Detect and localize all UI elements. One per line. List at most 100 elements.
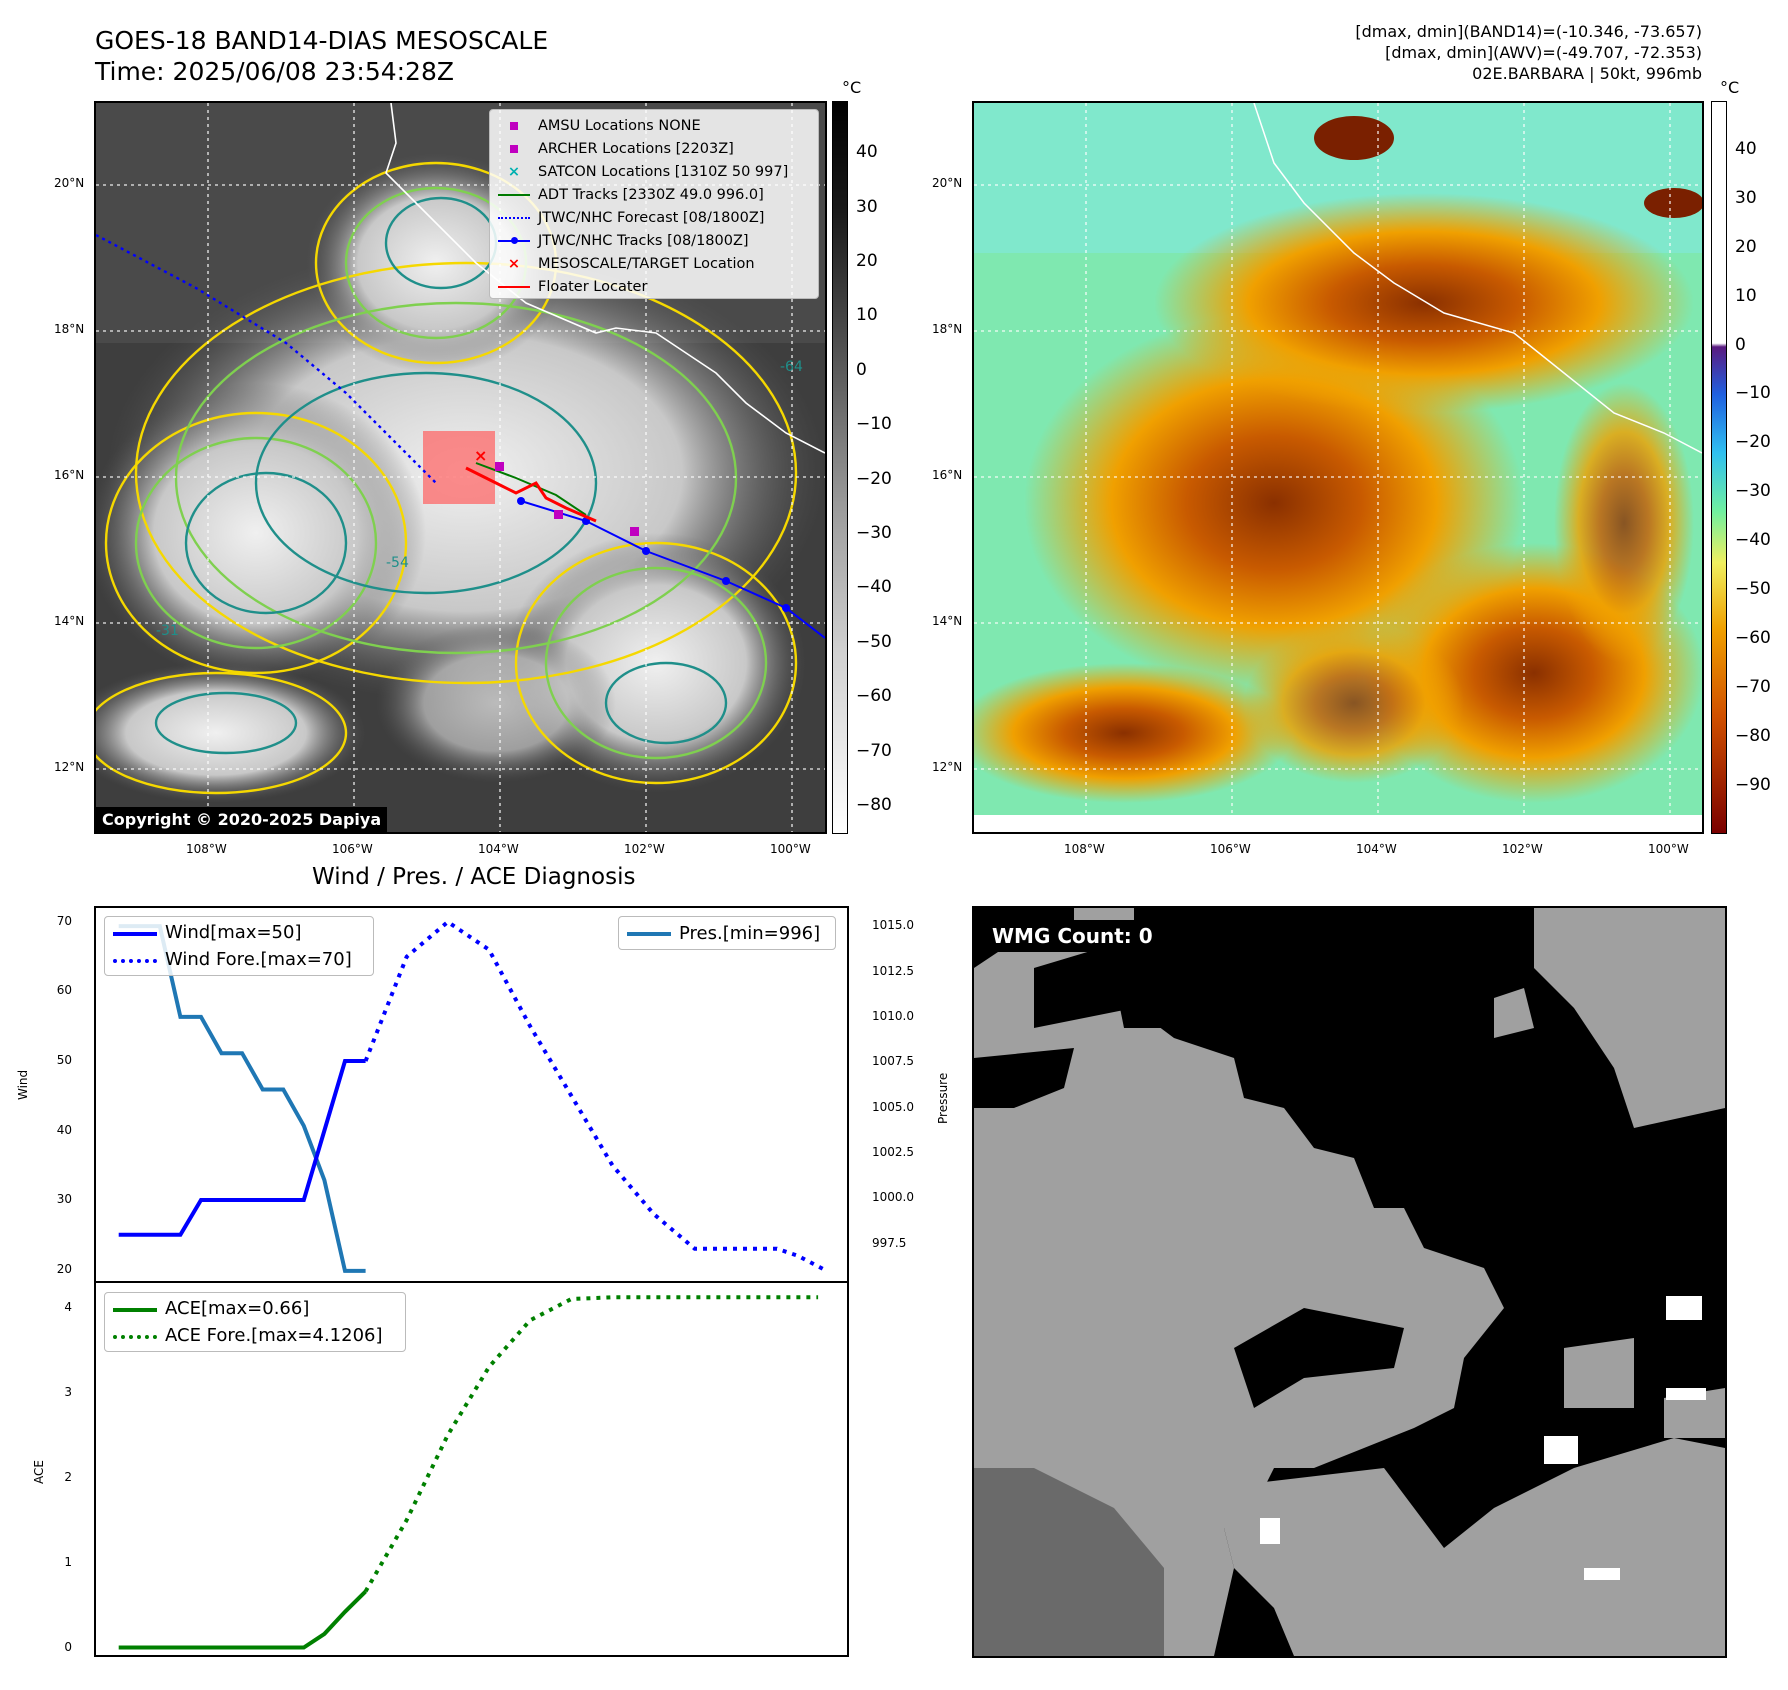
pressure-line [118,924,366,1273]
legend-item-ace-fore: ACE Fore.[max=4.1206] [113,1322,397,1349]
lon-label: 108°W [1064,842,1105,856]
colorbar-tick-label: −60 [856,686,892,707]
ace-tick-label: 3 [64,1384,72,1399]
legend-item-adt: ADT Tracks [2330Z 49.0 996.0] [498,183,810,206]
figure-title: GOES-18 BAND14-DIAS MESOSCALE [95,26,549,55]
lon-label: 106°W [332,842,373,856]
colorbar-tick-label: 0 [1735,334,1746,355]
colorbar-tick-label: −80 [856,794,892,815]
colorbar-tick-label: −50 [856,631,892,652]
wind-tick-label: 60 [56,983,72,998]
line-dot-icon [498,234,530,248]
colorbar-tick-label: −40 [1735,530,1771,551]
solid-line-icon [113,1302,157,1316]
legend-label: ADT Tracks [2330Z 49.0 996.0] [538,186,764,203]
legend-item-wind: Wind[max=50] [113,919,365,946]
line-marker-icon [498,280,530,294]
lat-label: 20°N [54,176,85,190]
chart-title: Wind / Pres. / ACE Diagnosis [312,864,636,890]
lon-label: 100°W [770,842,811,856]
svg-text:×: × [474,446,487,465]
pressure-tick-label: 1000.0 [872,1190,914,1205]
lon-label: 106°W [1210,842,1251,856]
colorbar-tick-label: −20 [1735,432,1771,453]
legend-item-archer: ARCHER Locations [2203Z] [498,137,810,160]
legend-label: JTWC/NHC Tracks [08/1800Z] [538,232,749,249]
colorbar-tick-label: −10 [856,414,892,435]
ir-colorbar-unit: °C [842,78,862,97]
wind-line [118,1059,366,1237]
lat-label: 16°N [932,468,963,482]
legend-label: ARCHER Locations [2203Z] [538,140,734,157]
lat-label: 18°N [932,322,963,336]
wind-pres-chart [94,906,849,1658]
colorbar-tick-label: −10 [1735,383,1771,404]
ace-legend: ACE[max=0.66] ACE Fore.[max=4.1206] [104,1292,406,1352]
lat-label: 12°N [932,760,963,774]
contour-label-64: -64 [780,359,803,375]
pressure-tick-label: 1007.5 [872,1054,914,1069]
wind-legend: Wind[max=50] Wind Fore.[max=70] [104,916,374,976]
legend-label: Floater Locater [538,278,648,295]
wind-forecast-line [363,919,826,1272]
legend-item-pressure: Pres.[min=996] [627,919,827,947]
legend-label: MESOSCALE/TARGET Location [538,255,755,272]
diagnosis-svg [94,906,849,1657]
wmg-panel: WMG Count: 0 [972,906,1727,1658]
ace-tick-label: 4 [64,1299,72,1314]
lon-label: 104°W [478,842,519,856]
colorbar-tick-label: −60 [1735,628,1771,649]
pressure-axis-label: Pressure [936,1072,950,1124]
lon-label: 108°W [186,842,227,856]
legend-label: ACE[max=0.66] [165,1298,310,1319]
ir-map-legend: AMSU Locations NONE ARCHER Locations [22… [489,109,819,299]
legend-item-forecast: JTWC/NHC Forecast [08/1800Z] [498,206,810,229]
colorbar-tick-label: −20 [856,468,892,489]
pressure-tick-label: 997.5 [872,1235,907,1250]
line-marker-icon [498,188,530,202]
lat-label: 12°N [54,760,85,774]
wind-tick-label: 20 [56,1261,72,1276]
wind-tick-label: 50 [56,1052,72,1067]
colorbar-tick-label: −80 [1735,726,1771,747]
awv-map-image [974,103,1702,832]
solid-line-icon [627,926,671,940]
awv-map-panel [972,101,1704,834]
colorbar-tick-label: 10 [856,305,878,326]
pressure-legend: Pres.[min=996] [618,916,836,950]
legend-label: Wind Fore.[max=70] [165,949,352,970]
colorbar-tick-label: −40 [856,577,892,598]
pressure-tick-label: 1012.5 [872,963,914,978]
colorbar-tick-label: 40 [1735,138,1757,159]
dmax-awv: [dmax, dmin](AWV)=(-49.707, -72.353) [1385,43,1702,62]
wind-tick-label: 40 [56,1122,72,1137]
wmg-image [974,908,1725,1656]
lon-label: 102°W [1502,842,1543,856]
square-marker-icon [498,119,530,133]
lat-label: 20°N [932,176,963,190]
awv-colorbar-unit: °C [1720,78,1740,97]
storm-info: 02E.BARBARA | 50kt, 996mb [1472,64,1702,83]
lat-label: 14°N [54,614,85,628]
colorbar-tick-label: 10 [1735,285,1757,306]
lat-label: 16°N [54,468,85,482]
square-marker-icon [498,142,530,156]
legend-label: Wind[max=50] [165,922,302,943]
legend-label: SATCON Locations [1310Z 50 997] [538,163,789,180]
legend-item-amsu: AMSU Locations NONE [498,114,810,137]
lon-label: 102°W [624,842,665,856]
dmax-band14: [dmax, dmin](BAND14)=(-10.346, -73.657) [1355,22,1702,41]
lat-label: 14°N [932,614,963,628]
wind-tick-label: 70 [56,913,72,928]
x-marker-icon: × [507,255,521,272]
ace-tick-label: 1 [64,1554,72,1569]
legend-label: ACE Fore.[max=4.1206] [165,1325,383,1346]
legend-item-satcon: × SATCON Locations [1310Z 50 997] [498,160,810,183]
dotted-line-icon [113,1329,157,1343]
figure-time: Time: 2025/06/08 23:54:28Z [95,57,454,86]
colorbar-tick-label: 30 [1735,187,1757,208]
pressure-tick-label: 1010.0 [872,1008,914,1023]
lon-label: 104°W [1356,842,1397,856]
dotted-line-icon [113,953,157,967]
legend-item-tracks: JTWC/NHC Tracks [08/1800Z] [498,229,810,252]
